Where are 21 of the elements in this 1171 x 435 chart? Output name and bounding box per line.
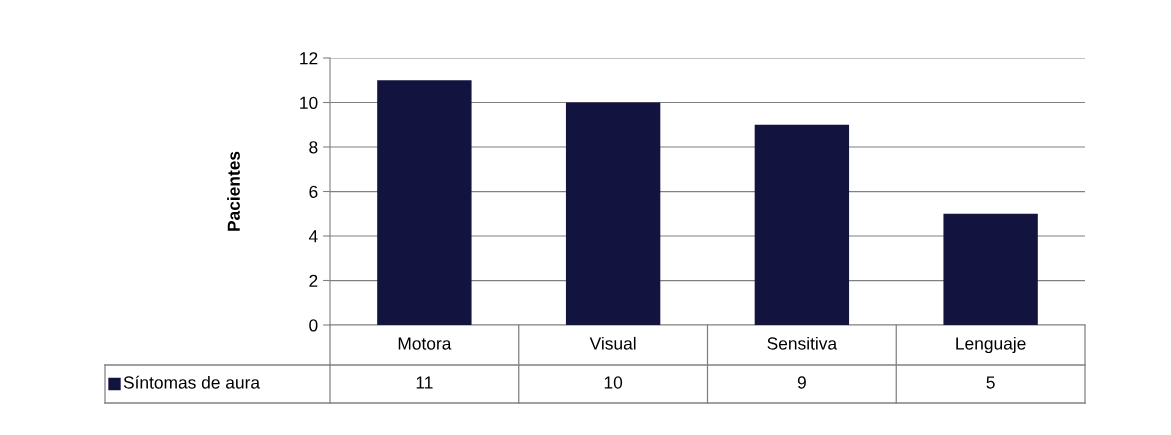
x-tick-label: Visual [589,336,636,350]
y-tick-label: 6 [309,185,318,198]
data-label: 5 [986,376,995,389]
bar [565,102,661,325]
y-tick-label: 8 [309,141,318,154]
data-label: 9 [797,376,806,389]
y-tick-label: 12 [300,52,318,65]
y-tick-label: 10 [300,96,318,109]
data-label: 10 [604,376,623,389]
data-label: 11 [416,376,433,389]
y-axis-title: Pacientes [227,151,240,231]
bar [754,124,850,325]
bar [943,213,1038,325]
y-tick-label: 0 [309,319,318,332]
x-tick-label: Lenguaje [956,336,1026,354]
x-tick-label: Sensitiva [767,336,838,350]
y-tick-label: 4 [308,230,318,243]
x-tick-label: Motora [398,337,452,350]
y-tick-label: 2 [309,274,318,287]
bar [377,80,472,325]
legend-label: Síntomas de aura [123,375,261,389]
